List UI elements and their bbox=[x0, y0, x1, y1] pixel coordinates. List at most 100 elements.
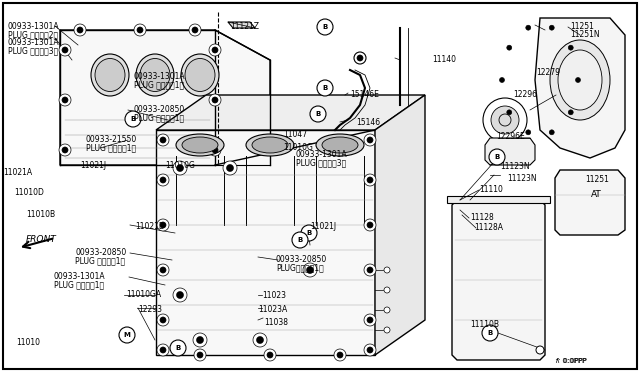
Text: 11010G: 11010G bbox=[165, 161, 195, 170]
Circle shape bbox=[337, 352, 343, 358]
Text: PLUGプラグ（1）: PLUGプラグ（1） bbox=[276, 263, 324, 272]
Text: 15146: 15146 bbox=[356, 118, 380, 127]
Circle shape bbox=[209, 144, 221, 156]
Circle shape bbox=[303, 263, 317, 277]
Circle shape bbox=[157, 219, 169, 231]
Circle shape bbox=[317, 19, 333, 35]
Text: 12293: 12293 bbox=[138, 305, 162, 314]
Text: 00933-1301A: 00933-1301A bbox=[8, 22, 60, 31]
Circle shape bbox=[160, 347, 166, 353]
Circle shape bbox=[160, 317, 166, 323]
Circle shape bbox=[367, 222, 373, 228]
Text: 11251: 11251 bbox=[570, 22, 594, 31]
Polygon shape bbox=[228, 22, 255, 28]
Text: FRONT: FRONT bbox=[26, 235, 57, 244]
Circle shape bbox=[74, 24, 86, 36]
Text: PLUG プラグ（1）: PLUG プラグ（1） bbox=[54, 280, 104, 289]
Circle shape bbox=[59, 94, 71, 106]
Circle shape bbox=[193, 333, 207, 347]
Text: 11047: 11047 bbox=[283, 130, 307, 139]
Text: 00933-1301A: 00933-1301A bbox=[134, 72, 186, 81]
Text: B: B bbox=[175, 345, 180, 351]
Polygon shape bbox=[535, 18, 625, 158]
Text: PLUG プラグ（3）: PLUG プラグ（3） bbox=[8, 46, 58, 55]
Text: 00933-20850: 00933-20850 bbox=[276, 255, 327, 264]
Circle shape bbox=[334, 349, 346, 361]
Circle shape bbox=[197, 352, 203, 358]
Circle shape bbox=[157, 344, 169, 356]
Circle shape bbox=[354, 52, 366, 64]
Polygon shape bbox=[375, 95, 425, 355]
Circle shape bbox=[307, 266, 314, 273]
Circle shape bbox=[157, 134, 169, 146]
Text: 11021D: 11021D bbox=[135, 222, 164, 231]
Circle shape bbox=[62, 47, 68, 53]
Circle shape bbox=[549, 25, 554, 30]
Circle shape bbox=[367, 177, 373, 183]
Circle shape bbox=[59, 44, 71, 56]
Text: B: B bbox=[323, 24, 328, 30]
Text: B: B bbox=[494, 154, 500, 160]
Text: 00933-20850: 00933-20850 bbox=[134, 105, 185, 114]
Circle shape bbox=[223, 161, 237, 175]
Text: M: M bbox=[124, 332, 131, 338]
Circle shape bbox=[384, 287, 390, 293]
Polygon shape bbox=[447, 196, 550, 203]
Polygon shape bbox=[60, 30, 270, 165]
Circle shape bbox=[59, 144, 71, 156]
Text: 11010B: 11010B bbox=[26, 210, 55, 219]
Circle shape bbox=[160, 222, 166, 228]
Text: 11121Z: 11121Z bbox=[230, 22, 259, 31]
Circle shape bbox=[209, 94, 221, 106]
Text: 00933-1301A: 00933-1301A bbox=[54, 272, 106, 281]
Text: 00933-1301A: 00933-1301A bbox=[296, 150, 348, 159]
Circle shape bbox=[62, 97, 68, 103]
Text: 11023: 11023 bbox=[262, 291, 286, 300]
Circle shape bbox=[317, 80, 333, 96]
Polygon shape bbox=[452, 200, 545, 360]
Circle shape bbox=[189, 24, 201, 36]
Circle shape bbox=[495, 110, 515, 130]
Circle shape bbox=[364, 134, 376, 146]
Text: B: B bbox=[488, 330, 493, 336]
Ellipse shape bbox=[181, 54, 219, 96]
Text: B: B bbox=[316, 111, 321, 117]
Text: 12279: 12279 bbox=[536, 68, 560, 77]
Text: PLUG プラグ（2）: PLUG プラグ（2） bbox=[8, 30, 58, 39]
Text: 11128: 11128 bbox=[470, 213, 493, 222]
Circle shape bbox=[173, 288, 187, 302]
Circle shape bbox=[160, 137, 166, 143]
Text: 11123N: 11123N bbox=[500, 162, 530, 171]
Circle shape bbox=[157, 264, 169, 276]
Text: 11038: 11038 bbox=[264, 318, 288, 327]
Circle shape bbox=[157, 314, 169, 326]
Text: B: B bbox=[298, 237, 303, 243]
Ellipse shape bbox=[550, 40, 610, 120]
Text: AT: AT bbox=[591, 190, 602, 199]
Text: 15146E: 15146E bbox=[350, 90, 379, 99]
Circle shape bbox=[257, 337, 264, 343]
Circle shape bbox=[212, 147, 218, 153]
Circle shape bbox=[310, 106, 326, 122]
Circle shape bbox=[267, 352, 273, 358]
Text: 11010G: 11010G bbox=[283, 143, 313, 152]
Circle shape bbox=[364, 219, 376, 231]
Circle shape bbox=[536, 346, 544, 354]
Text: 11010GA: 11010GA bbox=[126, 290, 161, 299]
Circle shape bbox=[160, 177, 166, 183]
Text: 11021J: 11021J bbox=[80, 161, 106, 170]
Circle shape bbox=[227, 164, 234, 171]
Text: 11251N: 11251N bbox=[570, 30, 600, 39]
Circle shape bbox=[177, 164, 184, 171]
Circle shape bbox=[367, 317, 373, 323]
Circle shape bbox=[549, 130, 554, 135]
Circle shape bbox=[507, 45, 512, 50]
Ellipse shape bbox=[95, 58, 125, 92]
Circle shape bbox=[568, 45, 573, 50]
Text: 11010D: 11010D bbox=[14, 188, 44, 197]
Ellipse shape bbox=[246, 134, 294, 156]
Text: B: B bbox=[307, 230, 312, 236]
Circle shape bbox=[125, 111, 141, 127]
Text: 11251: 11251 bbox=[585, 175, 609, 184]
Text: 11110B: 11110B bbox=[470, 320, 499, 329]
